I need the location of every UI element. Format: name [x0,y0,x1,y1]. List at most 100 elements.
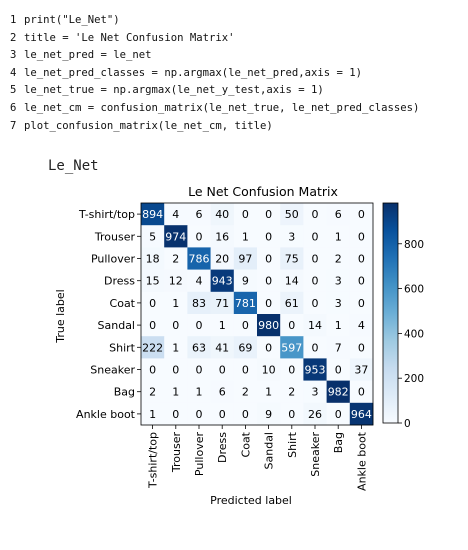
cell-value-label: 0 [288,364,295,377]
heatmap-cell [233,314,258,337]
code-line: 5 le_net_true = np.argmax(le_net_y_test,a… [10,82,419,100]
cell-value-label: 63 [192,341,206,354]
heatmap-cell [280,203,304,226]
heatmap-cell [164,380,188,404]
cell-value-label: 75 [285,253,299,266]
heatmap-cell [141,269,165,293]
x-tick-label: Coat [239,431,252,457]
cell-value-label: 3 [288,230,295,243]
cell-value-label: 1 [172,386,179,399]
cell-value-label: 0 [335,408,342,421]
heatmap-cell [187,358,211,381]
colorbar [382,202,399,424]
heatmap-cell [187,225,211,248]
line-number: 2 [10,31,17,44]
heatmap-cell [141,358,165,381]
line-number: 6 [10,101,17,114]
code-text: print("Le_Net") [24,14,120,26]
heatmap-cell [187,380,211,404]
cell-value-label: 0 [172,408,179,421]
cell-value-label: 0 [358,230,365,243]
heatmap-cell [233,380,258,404]
heatmap-cell [303,269,327,293]
cell-value-label: 9 [265,408,272,421]
colorbar-ticks: 0 200 400 600 800 [398,239,424,430]
cell-value-label: 0 [265,230,272,243]
colorbar-tick-label: 800 [404,239,424,251]
y-tick-labels: T-shirt/top Trouser Pullover Dress Coat Sanda… [76,208,141,421]
cell-value-label: 16 [215,230,229,243]
y-tick-label: Sandal [98,319,135,332]
y-tick-label: Shirt [109,341,136,354]
cell-value-label: 18 [146,253,160,266]
heatmap-cell [326,269,351,293]
heatmap-cell [257,380,281,404]
y-tick-label: Dress [104,275,135,288]
heatmap-cells: 894 4 6 40 0 0 50 0 6 05 974 0 16 1 0 3 0 1 018 2 786 20 97 0 75… [140,202,374,426]
heatmap-cell [280,358,304,381]
cell-value-label: 14 [285,275,299,288]
heatmap-cell [280,336,304,359]
cell-value-label: 40 [215,208,229,221]
cell-value-label: 0 [312,341,319,354]
cell-value-label: 0 [242,408,249,421]
heatmap-cell [210,203,235,226]
cell-value-label: 1 [219,319,226,332]
heatmap-cell [280,225,304,248]
cell-value-label: 83 [192,297,206,310]
heatmap-cell [303,402,327,426]
heatmap-cell [164,225,188,248]
heatmap-cell [349,336,374,359]
heatmap-cell [257,314,281,337]
cell-value-label: 0 [265,341,272,354]
heatmap-cell [257,203,281,226]
heatmap-cell [349,225,374,248]
heatmap-cell [303,380,327,404]
code-line: 4 le_net_pred_classes = np.argmax(le_net_… [10,65,419,83]
cell-value-label: 26 [308,408,322,421]
code-line: 2 title = 'Le Net Confusion Matrix' [10,30,419,48]
code-line: 6 le_net_cm = confusion_matrix(le_net_tru… [10,100,419,118]
heatmap-cell [210,225,235,248]
cell-value-label: 0 [149,319,156,332]
y-tick-label: Bag [114,386,135,399]
cell-value-label: 1 [335,319,342,332]
y-tick-label: Pullover [91,253,136,266]
heatmap-cell [187,336,211,359]
heatmap-cell [326,291,351,315]
code-cell[interactable]: 1 print("Le_Net") 2 title = 'Le Net Confus… [10,12,419,135]
heatmap-cell [303,247,327,270]
cell-value-label: 12 [169,275,183,288]
y-tick-label: Sneaker [90,364,135,377]
cell-value-label: 0 [149,364,156,377]
cell-value-label: 4 [172,208,179,221]
heatmap-cell [210,336,235,359]
cell-value-label: 71 [215,297,229,310]
heatmap-cell [349,380,374,404]
heatmap-cell [233,203,258,226]
heatmap-cell [349,402,374,426]
line-number: 3 [10,49,17,62]
y-tick-label: Trouser [94,230,136,243]
code-text: title = 'Le Net Confusion Matrix' [24,31,235,44]
line-number: 5 [10,84,17,97]
heatmap-cell [164,314,188,337]
x-tick-labels: T-shirt/top Trouser Pullover Dress Coat Sanda… [147,425,368,491]
cell-value-label: 6 [335,208,342,221]
cell-value-label: 0 [242,319,249,332]
heatmap-cell [349,314,374,337]
cell-value-label: 2 [335,253,342,266]
cell-value-label: 4 [196,275,203,288]
cell-value-label: 0 [196,319,203,332]
chart-title: Le Net Confusion Matrix [188,184,338,199]
cell-value-label: 2 [172,253,179,266]
heatmap-cell [326,336,351,359]
heatmap-cell [233,247,258,270]
heatmap-cell [141,291,165,315]
cell-value-label: 6 [196,208,203,221]
heatmap-cell [164,336,188,359]
heatmap-cell [326,247,351,270]
heatmap-cell [280,247,304,270]
cell-value-label: 2 [149,386,156,399]
heatmap-cell [349,358,374,381]
